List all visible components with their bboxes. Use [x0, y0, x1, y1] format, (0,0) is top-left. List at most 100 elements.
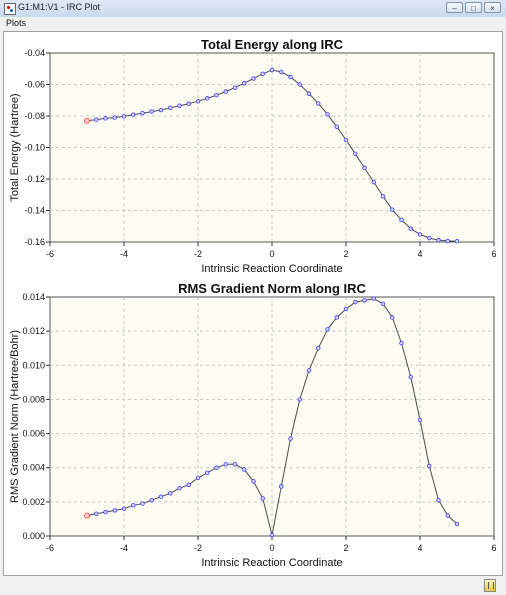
data-point — [297, 397, 302, 402]
y-axis-label: RMS Gradient Norm (Hartree/Bohr) — [9, 330, 21, 503]
x-axis-label: Intrinsic Reaction Coordinate — [201, 263, 342, 275]
data-point — [140, 501, 145, 506]
data-point — [454, 239, 460, 244]
data-point — [334, 315, 339, 320]
x-axis-label: Intrinsic Reaction Coordinate — [201, 557, 342, 569]
data-point — [334, 124, 339, 129]
data-point — [232, 462, 238, 467]
data-point — [131, 503, 136, 508]
data-point — [362, 165, 367, 171]
data-point — [288, 74, 293, 80]
y-tick-label: -0.10 — [24, 143, 45, 153]
data-point — [195, 475, 201, 481]
data-point — [325, 112, 330, 117]
data-point — [436, 497, 441, 503]
x-tick-label: 0 — [269, 249, 274, 259]
data-point — [445, 238, 450, 244]
maximize-button[interactable]: □ — [465, 2, 482, 13]
data-point — [94, 117, 99, 122]
close-button[interactable]: × — [484, 2, 501, 13]
notification-icon[interactable] — [484, 579, 496, 592]
x-tick-label: 2 — [343, 543, 348, 553]
menu-plots[interactable]: Plots — [6, 18, 27, 28]
data-point — [177, 103, 182, 108]
x-tick-label: 4 — [417, 543, 422, 553]
data-point — [390, 207, 395, 212]
data-point — [306, 91, 312, 96]
data-point — [232, 85, 238, 90]
data-point — [121, 506, 127, 511]
data-point — [279, 484, 284, 489]
minimize-button[interactable]: – — [446, 2, 463, 13]
data-point — [408, 226, 413, 231]
data-point — [121, 114, 127, 119]
data-point — [168, 105, 173, 111]
data-point — [158, 494, 164, 499]
y-tick-label: 0.000 — [22, 531, 45, 541]
y-tick-label: 0.002 — [22, 497, 45, 507]
data-point — [186, 482, 191, 487]
y-tick-label: 0.014 — [22, 292, 45, 302]
plot-background — [49, 296, 495, 537]
data-point — [149, 497, 154, 503]
data-point — [242, 81, 247, 86]
data-point — [260, 496, 265, 501]
data-point — [251, 76, 256, 81]
data-point — [362, 298, 367, 303]
y-tick-label: 0.010 — [22, 360, 45, 370]
data-point — [168, 491, 173, 496]
data-point — [454, 521, 460, 527]
app-icon — [4, 3, 16, 15]
y-tick-label: 0.006 — [22, 429, 45, 439]
data-point — [214, 465, 219, 470]
menu-bar: Plots — [0, 17, 506, 30]
data-point — [371, 296, 376, 301]
x-tick-label: 6 — [491, 543, 496, 553]
y-tick-label: -0.12 — [24, 174, 45, 184]
data-point — [269, 532, 275, 538]
data-point — [269, 67, 275, 73]
data-point — [149, 109, 154, 114]
x-tick-label: 2 — [343, 249, 348, 259]
chart-title: RMS Gradient Norm along IRC — [178, 281, 366, 296]
x-tick-label: -4 — [120, 249, 128, 259]
data-point — [279, 69, 284, 75]
data-point — [103, 116, 108, 121]
data-point — [297, 82, 302, 87]
data-point — [288, 436, 293, 441]
y-tick-label: -0.16 — [24, 237, 45, 247]
y-tick-label: -0.06 — [24, 80, 45, 90]
data-point — [223, 89, 228, 94]
y-tick-label: 0.004 — [22, 463, 45, 473]
x-tick-label: 0 — [269, 543, 274, 553]
data-point — [390, 315, 395, 320]
data-point — [436, 237, 441, 243]
data-point — [94, 511, 99, 517]
y-axis-label: Total Energy (Hartree) — [9, 93, 21, 201]
data-point — [260, 71, 265, 76]
data-point — [316, 346, 321, 351]
data-point — [417, 417, 423, 423]
data-point — [205, 470, 210, 476]
data-point — [242, 467, 247, 472]
x-tick-label: 6 — [491, 249, 496, 259]
endpoint-marker — [84, 512, 90, 519]
data-point — [223, 462, 228, 467]
data-point — [112, 115, 117, 120]
chart-title: Total Energy along IRC — [201, 37, 344, 52]
data-point — [427, 463, 432, 469]
x-tick-label: 4 — [417, 249, 422, 259]
data-point — [325, 327, 330, 332]
data-point — [186, 101, 191, 106]
endpoint-marker — [84, 117, 90, 124]
data-point — [399, 217, 404, 223]
data-point — [316, 101, 321, 106]
data-point — [131, 112, 136, 117]
y-tick-label: -0.14 — [24, 206, 45, 216]
data-point — [205, 96, 210, 101]
y-tick-label: 0.008 — [22, 394, 45, 404]
data-point — [103, 509, 108, 515]
data-point — [371, 179, 376, 185]
y-tick-label: 0.012 — [22, 326, 45, 336]
